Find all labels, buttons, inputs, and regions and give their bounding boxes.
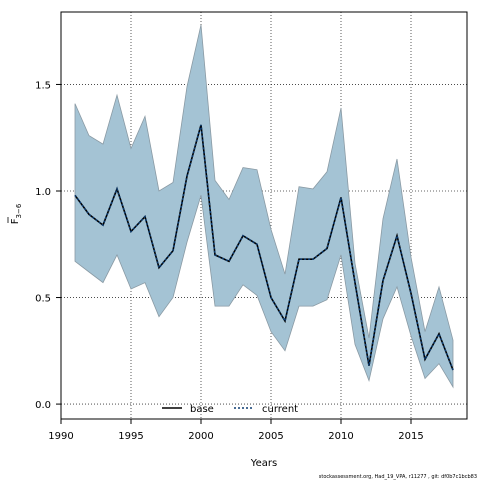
y-axis-title: F3−6 xyxy=(7,203,23,224)
legend: base current xyxy=(162,404,298,415)
x-tick-label: 1990 xyxy=(48,431,73,442)
y-tick-label: 0.0 xyxy=(35,400,51,411)
legend-label-current: current xyxy=(262,404,298,415)
legend-label-base: base xyxy=(190,404,214,415)
x-tick-label: 2005 xyxy=(258,431,283,442)
y-tick-label: 1.0 xyxy=(35,187,51,198)
footer-credit: stockassessment.org, Had_19_VPA, r11277 … xyxy=(319,474,477,480)
plot-frame xyxy=(60,11,468,420)
x-tick-label: 2000 xyxy=(188,431,213,442)
y-axis-title-main: F xyxy=(10,218,21,224)
y-tick-label: 1.5 xyxy=(35,80,51,91)
x-axis-title: Years xyxy=(250,458,277,469)
x-tick-label: 1995 xyxy=(118,431,143,442)
x-tick-label: 2010 xyxy=(328,431,353,442)
y-axis: 0.0 0.5 1.0 1.5 xyxy=(35,80,61,411)
x-axis: 1990 1995 2000 2005 2010 2015 xyxy=(48,419,424,442)
y-axis-title-subscript: 3−6 xyxy=(15,203,23,218)
svg-text:F3−6: F3−6 xyxy=(10,203,23,224)
x-tick-label: 2015 xyxy=(398,431,423,442)
y-tick-label: 0.5 xyxy=(35,294,51,305)
series-line-current xyxy=(74,124,454,371)
confidence-band xyxy=(74,24,454,389)
